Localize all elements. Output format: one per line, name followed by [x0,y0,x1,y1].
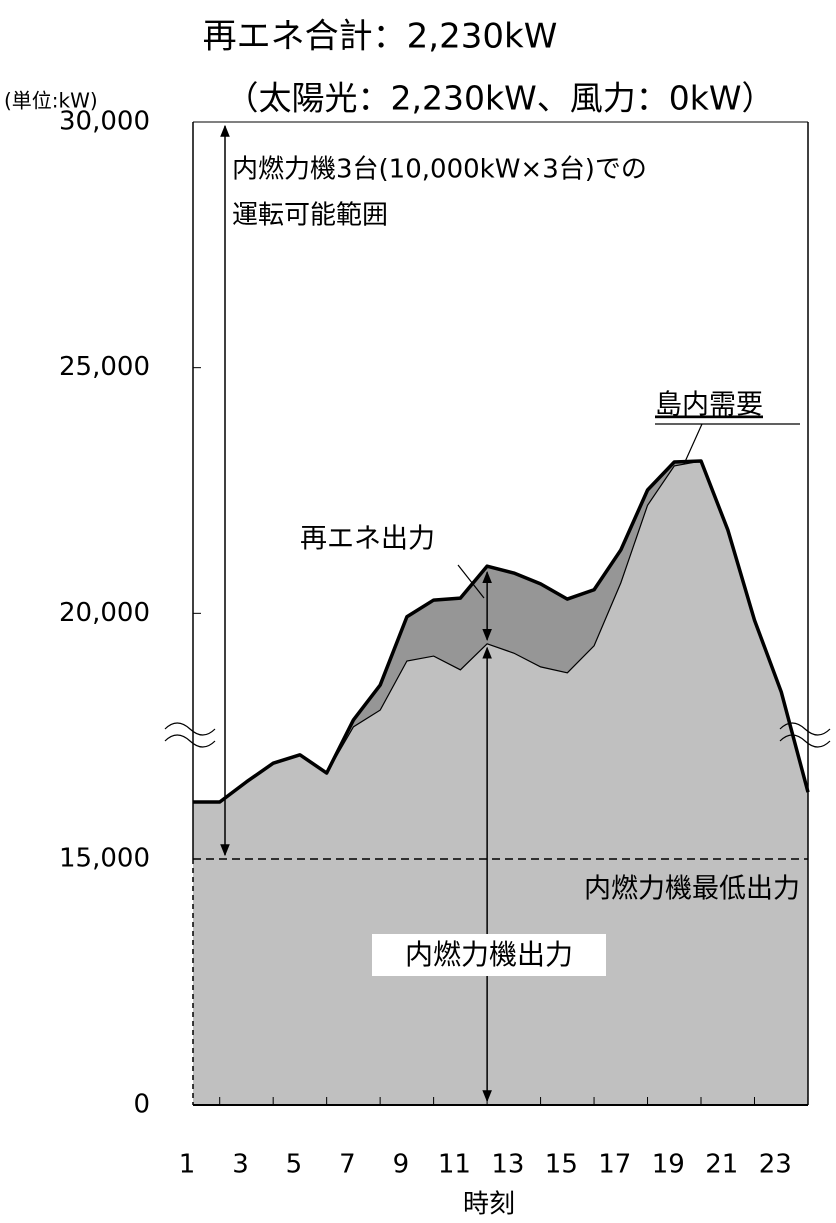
demand-label: 島内需要 [655,390,763,421]
x-tick-label: 3 [232,1150,249,1180]
x-tick-label: 7 [339,1150,356,1180]
x-tick-label: 1 [179,1150,196,1180]
x-tick-label: 9 [393,1150,410,1180]
y-tick-label: 15,000 [59,844,150,874]
renewable-label: 再エネ出力 [300,524,435,555]
title-line: （太陽光：2,230kW、風力：0kW） [226,79,775,118]
x-tick-label: 17 [598,1150,631,1180]
axis-break [164,734,216,748]
engine-area [193,461,808,1105]
x-tick-label: 5 [286,1150,303,1180]
leader-line [683,423,703,465]
x-axis-label: 時刻 [463,1190,515,1220]
range-label: 内燃力機3台(10,000kW×3台)での [232,155,647,185]
x-tick-label: 23 [759,1150,792,1180]
y-tick-label: 25,000 [59,352,150,382]
axis-break [779,734,831,748]
renewable-area [193,461,808,803]
axis-break [779,722,831,736]
x-tick-label: 11 [438,1150,471,1180]
y-tick-label: 0 [133,1090,150,1120]
demand-line [193,459,810,804]
x-tick-label: 13 [491,1150,524,1180]
x-tick-label: 19 [652,1150,685,1180]
range-label: 運転可能範囲 [232,201,388,231]
engine-label: 内燃力機出力 [405,938,573,971]
axis-break [164,722,216,736]
title-line: 再エネ合計：2,230kW [203,17,558,57]
leader-line [457,564,485,599]
unit-label: (単位:kW) [4,89,98,113]
y-tick-label: 30,000 [59,107,150,137]
x-tick-label: 21 [705,1150,738,1180]
x-tick-label: 15 [545,1150,578,1180]
y-tick-label: 20,000 [59,598,150,628]
label-bg [372,934,606,976]
min-output-label: 内燃力機最低出力 [584,874,800,905]
